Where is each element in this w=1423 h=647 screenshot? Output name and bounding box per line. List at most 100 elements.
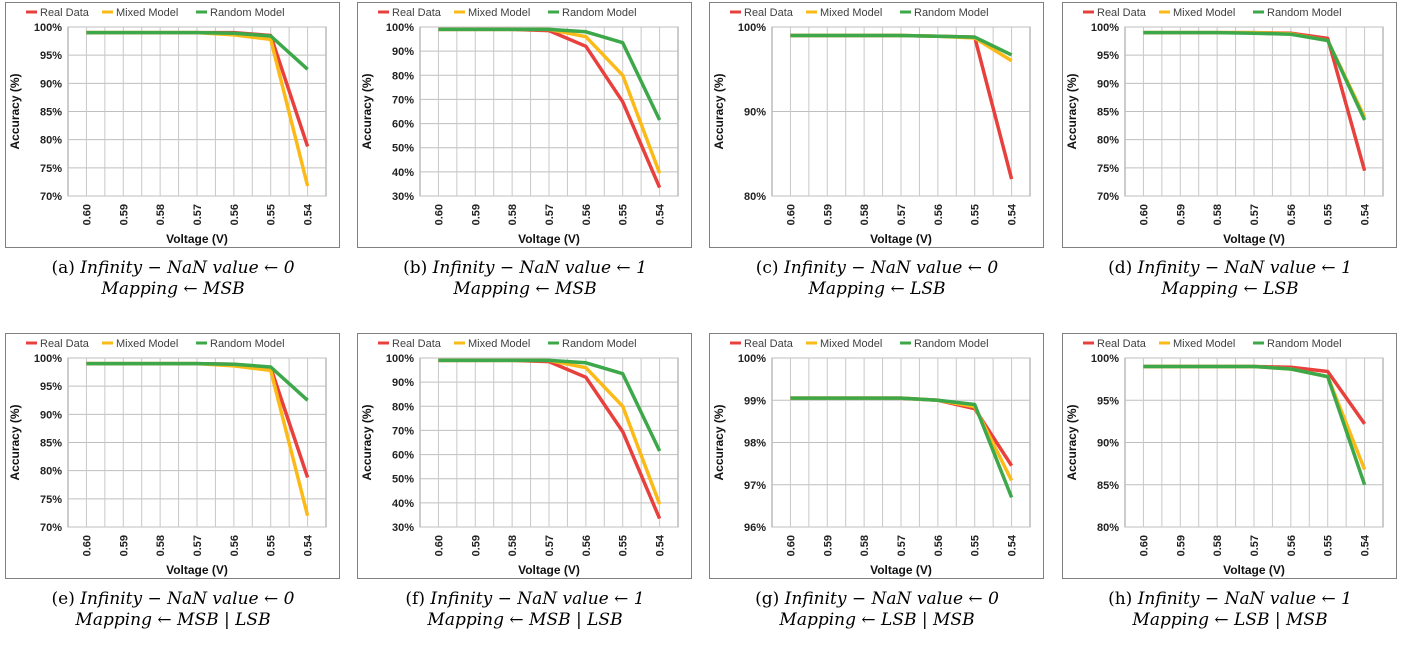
- x-axis-title: Voltage (V): [166, 563, 228, 577]
- x-tick-label: 0.56: [581, 204, 593, 225]
- x-tick-label: 0.56: [933, 204, 945, 225]
- legend-label: Mixed Model: [820, 7, 882, 19]
- y-axis-title: Accuracy (%): [712, 73, 726, 149]
- series-line-random-model: [790, 33, 1013, 57]
- y-tick-label: 75%: [40, 163, 62, 175]
- x-tick-label: 0.57: [896, 535, 908, 556]
- y-tick-label: 100%: [738, 353, 766, 365]
- y-tick-label: 95%: [40, 50, 62, 62]
- y-tick-label: 85%: [1097, 107, 1119, 119]
- x-tick-label: 0.55: [266, 535, 278, 556]
- chart-caption: (e) Infinity − NaN value ← 0 Mapping ← MS…: [0, 589, 346, 631]
- series-line-random-model: [438, 27, 662, 121]
- x-axis-title: Voltage (V): [1223, 232, 1285, 246]
- series-line-random-model: [1143, 30, 1367, 121]
- caption-line-2: Mapping ← LSB: [808, 279, 946, 299]
- legend-label: Real Data: [744, 7, 794, 19]
- y-axis-title: Accuracy (%): [8, 404, 22, 480]
- x-tick-label: 0.58: [155, 535, 167, 556]
- y-tick-label: 98%: [744, 438, 766, 450]
- legend-label: Real Data: [744, 338, 794, 350]
- x-tick-label: 0.54: [1007, 534, 1019, 556]
- legend-label: Mixed Model: [820, 338, 882, 350]
- caption-label: (b): [403, 258, 428, 278]
- y-tick-label: 70%: [40, 522, 62, 534]
- y-tick-label: 100%: [34, 353, 62, 365]
- y-tick-label: 30%: [392, 191, 414, 203]
- y-axis-title: Accuracy (%): [712, 404, 726, 480]
- x-tick-label: 0.55: [970, 204, 982, 225]
- series-line-random-model: [86, 361, 309, 402]
- chart-caption: (g) Infinity − NaN value ← 0 Mapping ← LS…: [704, 589, 1050, 631]
- x-tick-label: 0.58: [859, 204, 871, 225]
- y-tick-label: 70%: [1097, 191, 1119, 203]
- x-tick-label: 0.60: [81, 535, 93, 556]
- x-tick-label: 0.59: [822, 535, 834, 556]
- legend-label: Random Model: [1267, 7, 1342, 19]
- x-axis-title: Voltage (V): [166, 232, 228, 246]
- y-tick-label: 70%: [392, 94, 414, 106]
- caption-line-1: Infinity − NaN value ← 1: [1137, 589, 1352, 609]
- series-line-random-model: [790, 396, 1014, 499]
- y-tick-label: 90%: [1097, 78, 1119, 90]
- y-tick-label: 90%: [744, 107, 766, 119]
- y-tick-label: 80%: [392, 70, 414, 82]
- legend-label: Real Data: [392, 7, 442, 19]
- chart-frame: Real Data Mixed Model Random Model 96% 97% 98…: [709, 333, 1044, 579]
- chart-panel-c: Real Data Mixed Model Random Model 80% 90% 10…: [704, 0, 1050, 316]
- y-tick-label: 75%: [1097, 163, 1119, 175]
- line-chart: Real Data Mixed Model Random Model 70% 75% 80…: [1065, 7, 1384, 246]
- y-tick-label: 100%: [386, 22, 414, 34]
- caption-line-2: Mapping ← MSB: [453, 279, 597, 299]
- series-line-random-model: [1143, 364, 1367, 486]
- caption-line-1: Infinity − NaN value ← 0: [80, 589, 295, 609]
- caption-label: (g): [755, 589, 780, 609]
- x-tick-label: 0.56: [1286, 204, 1298, 225]
- x-tick-label: 0.56: [581, 535, 593, 556]
- x-tick-label: 0.56: [1286, 535, 1298, 556]
- legend-label: Mixed Model: [468, 338, 530, 350]
- y-tick-label: 96%: [744, 522, 766, 534]
- legend-label: Random Model: [914, 7, 989, 19]
- y-tick-label: 80%: [40, 135, 62, 147]
- chart-frame: Real Data Mixed Model Random Model 80% 85% 90…: [1062, 333, 1397, 579]
- line-chart: Real Data Mixed Model Random Model 30% 40% 50…: [360, 7, 679, 246]
- legend-label: Mixed Model: [468, 7, 530, 19]
- x-tick-label: 0.58: [507, 535, 519, 556]
- chart-frame: Real Data Mixed Model Random Model 70% 75% 80…: [5, 333, 340, 579]
- y-tick-label: 40%: [392, 498, 414, 510]
- chart-frame: Real Data Mixed Model Random Model 30% 40% 50…: [357, 333, 692, 579]
- caption-line-2: Mapping ← MSB: [101, 279, 245, 299]
- x-tick-label: 0.59: [118, 535, 130, 556]
- y-tick-label: 97%: [744, 480, 766, 492]
- y-tick-label: 30%: [392, 522, 414, 534]
- x-tick-label: 0.59: [118, 204, 130, 225]
- x-tick-label: 0.58: [1212, 204, 1224, 225]
- x-tick-label: 0.57: [192, 204, 204, 225]
- caption-line-1: Infinity − NaN value ← 1: [430, 589, 645, 609]
- legend-label: Mixed Model: [1173, 7, 1235, 19]
- y-tick-label: 85%: [40, 438, 62, 450]
- legend-label: Mixed Model: [116, 338, 178, 350]
- x-tick-label: 0.55: [970, 535, 982, 556]
- legend-label: Mixed Model: [1173, 338, 1235, 350]
- chart-caption: (a) Infinity − NaN value ← 0 Mapping ← MS…: [0, 258, 346, 300]
- caption-label: (f): [405, 589, 425, 609]
- y-tick-label: 100%: [1091, 353, 1119, 365]
- legend-label: Random Model: [210, 7, 285, 19]
- y-tick-label: 85%: [1097, 480, 1119, 492]
- y-tick-label: 90%: [392, 377, 414, 389]
- x-tick-label: 0.54: [1007, 203, 1019, 225]
- chart-frame: Real Data Mixed Model Random Model 30% 40% 50…: [357, 2, 692, 248]
- legend-label: Random Model: [210, 338, 285, 350]
- y-tick-label: 100%: [34, 22, 62, 34]
- legend-label: Real Data: [392, 338, 442, 350]
- y-tick-label: 80%: [744, 191, 766, 203]
- chart-panel-d: Real Data Mixed Model Random Model 70% 75% 80…: [1057, 0, 1403, 316]
- y-tick-label: 95%: [1097, 50, 1119, 62]
- y-tick-label: 40%: [392, 167, 414, 179]
- caption-line-2: Mapping ← LSB: [1161, 279, 1299, 299]
- y-axis-title: Accuracy (%): [8, 73, 22, 149]
- x-tick-label: 0.58: [155, 204, 167, 225]
- x-tick-label: 0.55: [266, 204, 278, 225]
